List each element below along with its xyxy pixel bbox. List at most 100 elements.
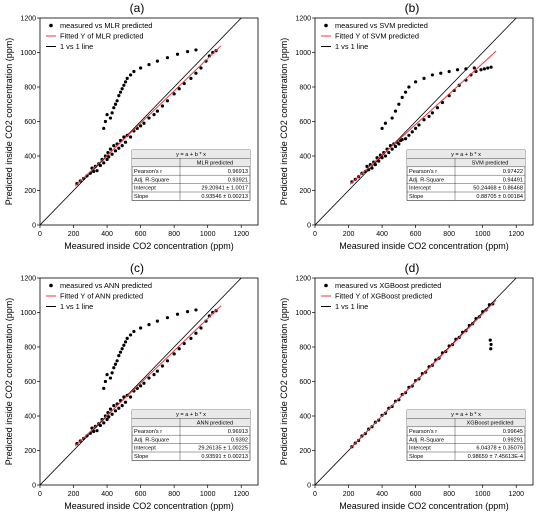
x-axis-label: Measured inside CO2 concentration (ppm) <box>339 241 509 251</box>
data-point <box>128 395 133 399</box>
data-point <box>189 76 193 80</box>
legend-entry: Fitted Y of XGBoost predicted <box>335 292 433 301</box>
y-tick-label: 1000 <box>20 50 36 57</box>
stats-name: Pearson's r <box>134 169 162 175</box>
x-tick-label: 600 <box>410 491 422 498</box>
data-point <box>387 150 391 155</box>
data-point <box>367 168 371 172</box>
x-tick-label: 800 <box>443 231 455 238</box>
data-point <box>102 126 106 130</box>
x-axis-label: Measured inside CO2 concentration (ppm) <box>64 501 234 511</box>
data-point <box>430 73 434 77</box>
stats-name: Intercept <box>134 186 156 192</box>
y-axis-label: Predicted inside CO2 concentration (ppm) <box>4 38 14 206</box>
data-point <box>350 180 354 184</box>
one-to-one-line <box>315 18 517 225</box>
x-tick-label: 400 <box>376 231 388 238</box>
data-point <box>422 118 426 122</box>
y-tick-label: 800 <box>24 345 36 352</box>
data-point <box>95 169 99 173</box>
data-point <box>112 404 116 408</box>
panel-label: (c) <box>130 261 144 275</box>
data-point <box>92 169 96 174</box>
data-point <box>92 429 96 434</box>
legend-entry: measured vs ANN predicted <box>60 281 152 290</box>
data-point <box>142 121 146 125</box>
data-point <box>160 364 165 368</box>
x-tick-label: 1000 <box>475 491 491 498</box>
legend-entry: Fitted Y of SVM predicted <box>335 32 419 41</box>
data-point <box>393 144 398 149</box>
data-point <box>160 104 165 108</box>
x-tick-label: 800 <box>168 491 180 498</box>
data-point <box>128 73 133 77</box>
data-point <box>107 155 111 159</box>
data-point <box>98 423 102 428</box>
data-point <box>365 164 369 168</box>
data-point <box>390 147 394 151</box>
y-tick-label: 200 <box>299 448 311 455</box>
y-tick-label: 0 <box>307 223 311 230</box>
y-tick-label: 400 <box>24 414 36 421</box>
data-point <box>125 336 129 340</box>
data-point <box>380 156 384 160</box>
data-point <box>172 352 176 356</box>
data-point <box>390 404 394 409</box>
data-point <box>377 418 381 422</box>
stats-value: 29.20941 ± 1.0017 <box>201 186 248 192</box>
data-point <box>120 347 124 351</box>
fitted-line <box>74 45 222 187</box>
data-point <box>175 312 180 316</box>
data-point <box>373 163 377 167</box>
data-point <box>108 407 113 411</box>
data-point <box>165 359 170 363</box>
legend-marker-points <box>324 23 328 28</box>
y-tick-label: 400 <box>299 414 311 421</box>
x-axis-label: Measured inside CO2 concentration (ppm) <box>64 241 234 251</box>
scatter-chart-d: (d) 0 200 400 600 800 1000 1200 0 200 400 600 800 100… <box>279 261 534 511</box>
data-point <box>194 48 198 52</box>
legend-entry: measured vs MLR predicted <box>60 21 152 30</box>
y-tick-label: 0 <box>32 483 36 490</box>
stats-header-label: MLR predicted <box>197 161 233 167</box>
x-tick-label: 400 <box>101 491 113 498</box>
stats-equation: y = a + b * x <box>176 152 206 158</box>
stats-value: 0.9392 <box>231 437 248 443</box>
data-point <box>414 126 418 130</box>
stats-equation: y = a + b * x <box>451 412 481 418</box>
y-tick-label: 600 <box>299 379 311 386</box>
y-axis-label: Predicted inside CO2 concentration (ppm) <box>279 38 289 206</box>
stats-name: Slope <box>409 194 423 200</box>
x-tick-label: 400 <box>376 491 388 498</box>
legend-entry: Fitted Y of ANN predicted <box>60 292 143 301</box>
y-tick-label: 1200 <box>20 16 36 23</box>
data-point <box>464 67 468 71</box>
data-point <box>488 338 492 342</box>
stats-value: 6.04378 ± 0.35079 <box>476 446 523 452</box>
stats-value: 0.96913 <box>228 169 248 175</box>
chart-panel-c: (c) 0 200 400 600 800 1000 1200 0 200 400 600 800 100… <box>0 260 275 520</box>
stats-value: 0.88705 ± 0.00184 <box>476 194 523 200</box>
scatter-chart-b: (b) 0 200 400 600 800 1000 1200 0 200 400 600 800 100… <box>279 1 534 251</box>
legend-marker-points <box>49 283 53 288</box>
data-point <box>100 417 104 422</box>
data-point <box>125 133 129 137</box>
data-point <box>455 68 460 72</box>
data-point <box>98 163 102 168</box>
data-point <box>482 67 486 71</box>
data-point <box>155 109 159 113</box>
data-point <box>182 81 186 86</box>
y-tick-label: 1000 <box>20 310 36 317</box>
y-tick-label: 1200 <box>295 16 311 23</box>
x-axis-label: Measured inside CO2 concentration (ppm) <box>339 501 509 511</box>
x-tick-label: 200 <box>343 491 355 498</box>
data-point <box>194 331 198 335</box>
x-tick-label: 1200 <box>233 491 249 498</box>
stats-value: 0.98659 ± 7.45613E-4 <box>468 454 523 460</box>
stats-value: 0.99291 <box>503 437 523 443</box>
data-point <box>120 87 124 91</box>
stats-name: Adj. R-Square <box>134 437 169 443</box>
data-point <box>123 80 128 84</box>
data-point <box>435 106 440 110</box>
data-point <box>105 373 109 377</box>
